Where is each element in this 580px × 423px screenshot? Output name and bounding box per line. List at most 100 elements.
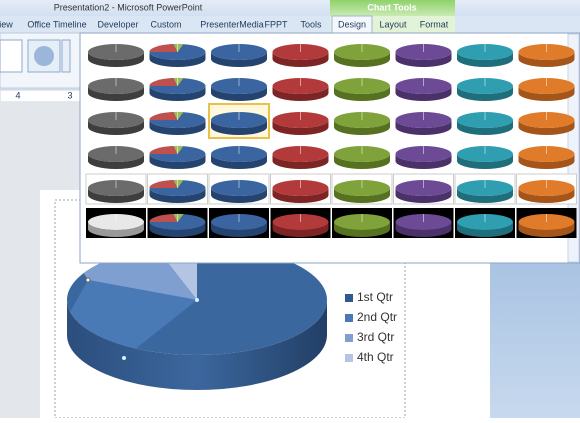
ribbon-tab[interactable]: PresenterMedia	[200, 19, 264, 29]
thumb-side	[272, 154, 329, 169]
thumb-side	[88, 120, 144, 135]
style-option[interactable]	[394, 104, 454, 138]
thumb-side	[88, 86, 144, 101]
style-option[interactable]	[332, 138, 392, 172]
ribbon-tab[interactable]: Developer	[97, 19, 138, 29]
style-option[interactable]	[209, 138, 269, 172]
style-option[interactable]	[332, 172, 392, 206]
style-option[interactable]	[332, 206, 392, 240]
ribbon-tab[interactable]: Office Timeline	[27, 19, 86, 29]
style-option[interactable]	[517, 138, 577, 172]
style-option[interactable]	[148, 70, 208, 104]
style-option[interactable]	[271, 104, 331, 138]
ribbon-tab[interactable]: iew	[0, 19, 13, 29]
ruler-number: 4	[15, 90, 20, 100]
window-title: Presentation2 - Microsoft PowerPoint	[54, 2, 203, 12]
context-tab-header	[330, 0, 455, 16]
style-option[interactable]	[517, 70, 577, 104]
context-tab-label: Chart Tools	[367, 2, 416, 12]
ribbon-tab[interactable]: Format	[420, 19, 449, 29]
style-option[interactable]	[517, 206, 577, 240]
style-option[interactable]	[394, 172, 454, 206]
style-option[interactable]	[394, 70, 454, 104]
style-option[interactable]	[271, 70, 331, 104]
legend-label: 4th Qtr	[357, 350, 394, 364]
thumb-side	[88, 188, 144, 203]
style-option[interactable]	[332, 104, 392, 138]
thumb-side	[395, 86, 452, 101]
legend-swatch	[345, 294, 353, 302]
thumb-side	[88, 52, 144, 67]
style-option[interactable]	[394, 138, 454, 172]
style-option[interactable]	[455, 206, 515, 240]
style-option[interactable]	[455, 104, 515, 138]
style-option[interactable]	[271, 206, 331, 240]
style-option[interactable]	[332, 36, 392, 70]
layout-thumb[interactable]	[0, 39, 23, 73]
legend-swatch	[345, 334, 353, 342]
style-option[interactable]	[148, 138, 208, 172]
ribbon-tab[interactable]: Custom	[150, 19, 181, 29]
layout-icon	[34, 46, 54, 66]
style-option[interactable]	[209, 70, 269, 104]
thumb-side	[518, 154, 575, 169]
thumb-wedge	[149, 112, 178, 120]
thumb-side	[518, 86, 575, 101]
thumb-side	[149, 154, 206, 169]
style-option[interactable]	[517, 172, 577, 206]
style-option[interactable]	[86, 138, 146, 172]
style-option[interactable]	[394, 206, 454, 240]
style-option[interactable]	[517, 36, 577, 70]
thumb-side	[334, 188, 390, 203]
thumb-wedge	[149, 180, 178, 188]
style-option[interactable]	[86, 104, 146, 138]
style-option[interactable]	[209, 206, 269, 240]
thumb-side	[211, 120, 267, 135]
style-option[interactable]	[148, 104, 208, 138]
style-option[interactable]	[148, 172, 208, 206]
style-option[interactable]	[455, 70, 515, 104]
style-option[interactable]	[209, 36, 269, 70]
style-option[interactable]	[86, 172, 146, 206]
thumb-side	[88, 222, 144, 237]
style-option[interactable]	[209, 172, 269, 206]
gallery-scrollbar[interactable]	[567, 33, 580, 263]
style-option[interactable]	[455, 172, 515, 206]
selection-handle[interactable]	[122, 356, 126, 360]
style-option[interactable]	[148, 206, 208, 240]
style-option[interactable]	[271, 172, 331, 206]
style-option[interactable]	[455, 36, 515, 70]
style-option[interactable]	[517, 104, 577, 138]
thumb-side	[334, 154, 390, 169]
gallery-scroll[interactable]	[61, 39, 71, 73]
thumb-side	[149, 120, 206, 135]
thumb-side	[334, 120, 390, 135]
style-option[interactable]	[86, 70, 146, 104]
thumb-side	[211, 188, 267, 203]
style-option[interactable]	[209, 104, 269, 138]
ribbon-tab[interactable]: Layout	[379, 19, 407, 29]
style-option[interactable]	[271, 138, 331, 172]
thumb-side	[272, 120, 329, 135]
thumb-side	[457, 52, 513, 67]
style-option[interactable]	[148, 36, 208, 70]
thumb-side	[395, 52, 452, 67]
style-option[interactable]	[394, 36, 454, 70]
style-option[interactable]	[332, 70, 392, 104]
thumb-side	[211, 86, 267, 101]
selection-handle[interactable]	[195, 298, 199, 302]
ribbon-tab[interactable]: Design	[338, 19, 366, 29]
ribbon-tab[interactable]: FPPT	[264, 19, 288, 29]
style-option[interactable]	[86, 36, 146, 70]
thumb-side	[457, 222, 513, 237]
thumb-wedge	[149, 214, 178, 222]
ribbon-tab[interactable]: Tools	[300, 19, 322, 29]
thumb-side	[334, 222, 390, 237]
thumb-side	[518, 222, 575, 237]
thumb-side	[334, 86, 390, 101]
style-option[interactable]	[86, 206, 146, 240]
style-option[interactable]	[455, 138, 515, 172]
thumb-side	[518, 188, 575, 203]
style-option[interactable]	[271, 36, 331, 70]
selection-handle[interactable]	[85, 277, 91, 283]
